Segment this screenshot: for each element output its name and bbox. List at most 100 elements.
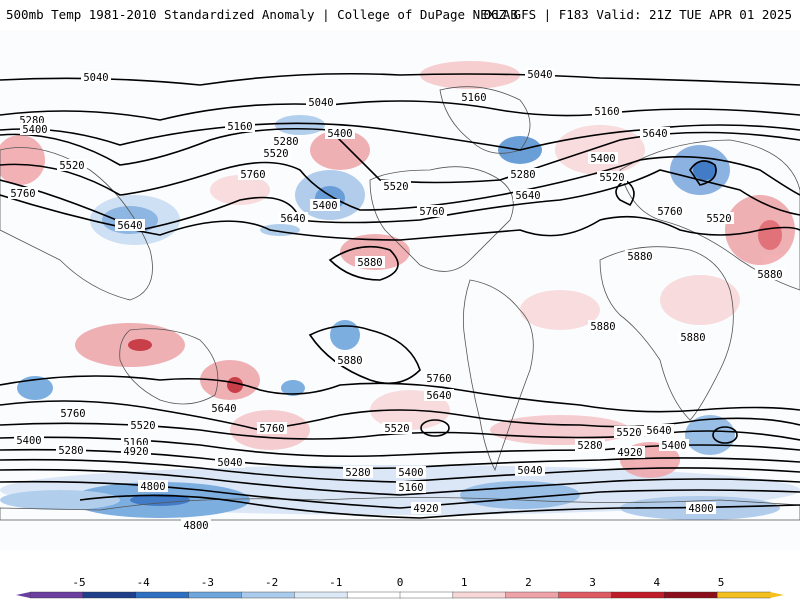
contour-label: 5760: [426, 373, 451, 385]
colorbar-tick-label: -2: [264, 576, 279, 589]
contour-label: 5520: [599, 172, 624, 184]
contour-label: 5160: [398, 482, 423, 494]
colorbar: -5 -4 -3 -2 -1 0 1 2 3 4 5: [0, 568, 800, 600]
contour-5400-north: [0, 127, 800, 184]
contour-label: 4800: [183, 520, 208, 532]
contour-label: 5040: [308, 97, 333, 109]
colorbar-swatch: [241, 591, 295, 599]
contour-5040-south: [0, 468, 800, 496]
contour-4920-south: [0, 480, 800, 509]
colorbar-swatch: [294, 591, 348, 599]
contour-5640-south: [0, 400, 800, 431]
contour-label: 5760: [240, 169, 265, 181]
contour-label: 5160: [461, 92, 486, 104]
colorbar-swatch: [188, 591, 243, 599]
colorbar-tick-label: -1: [329, 576, 343, 589]
contour-label: 5400: [661, 440, 686, 452]
contour-label: 5400: [327, 128, 352, 140]
contour-label: 4920: [123, 446, 148, 458]
colorbar-tick-label: 4: [653, 576, 661, 589]
contour-4800-south: [79, 494, 800, 519]
header-bar: 500mb Temp 1981-2010 Standardized Anomal…: [0, 0, 800, 30]
colorbar-swatch: [664, 591, 718, 599]
contour-label: 5640: [646, 425, 671, 437]
contour-closed-low-south-indian: [712, 426, 738, 444]
south-america-outline: [462, 279, 534, 472]
contour-label: 5760: [657, 206, 682, 218]
contour-label: 5640: [426, 390, 451, 402]
contour-label: 5160: [594, 106, 619, 118]
contour-label: 4920: [413, 503, 438, 515]
contour-label: 5400: [16, 435, 41, 447]
contour-label: 5400: [590, 153, 615, 165]
africa-outline: [599, 246, 734, 421]
contour-label: 5880: [357, 257, 382, 269]
colorbar-tick-label: 3: [589, 576, 596, 589]
colorbar-min-arrow: [16, 592, 30, 598]
colorbar-tick-label: 0: [396, 576, 404, 589]
colorbar-tick-label: -4: [136, 576, 150, 589]
contour-label: 5280: [577, 440, 602, 452]
contour-label: 5040: [217, 457, 242, 469]
contour-label: 5040: [83, 72, 108, 84]
contour-label: 4800: [140, 481, 165, 493]
contour-label: 5880: [680, 332, 705, 344]
contour-label: 5640: [117, 220, 142, 232]
model-valid-time: 06Z GFS | F183 Valid: 21Z TUE APR 01 202…: [483, 7, 792, 22]
contour-5520-north: [0, 155, 800, 211]
contour-label: 5760: [259, 423, 284, 435]
contour-label: 4800: [688, 503, 713, 515]
contour-label: 5280: [510, 169, 535, 181]
contour-label: 5400: [398, 467, 423, 479]
colorbar-tick-label: 2: [525, 576, 532, 589]
contour-5760-north: [0, 194, 800, 241]
colorbar-tick-label: 5: [717, 576, 725, 589]
contour-closed-low-south-pacific: [420, 419, 450, 437]
contour-label: 5640: [211, 403, 236, 415]
contour-label: 5280: [345, 467, 370, 479]
contour-label: 5880: [590, 321, 615, 333]
contour-label: 5520: [263, 148, 288, 160]
colorbar-swatch: [29, 591, 84, 599]
contour-5160-north: [0, 100, 800, 121]
contour-label: 5640: [280, 213, 305, 225]
contour-label: 5760: [10, 188, 35, 200]
north-america-outline: [369, 166, 514, 272]
eurasia-outline: [619, 139, 800, 291]
contour-label: 5160: [227, 121, 252, 133]
colorbar-swatch: [452, 591, 507, 599]
colorbar-tick-label: -3: [200, 576, 215, 589]
contour-label: 5520: [59, 160, 84, 172]
contour-5640-north: [0, 169, 800, 231]
contour-label: 5520: [383, 181, 408, 193]
contour-label: 5280: [273, 136, 298, 148]
contour-label: 5760: [419, 206, 444, 218]
colorbar-swatch: [611, 591, 665, 599]
contour-label: 5760: [60, 408, 85, 420]
contour-label: 5040: [527, 69, 552, 81]
contour-5880-south-pacific: [308, 325, 421, 385]
map-title: 500mb Temp 1981-2010 Standardized Anomal…: [6, 7, 518, 22]
contour-labels: 5040 5040 5040 5040 5040 5160 5160 5160 …: [8, 68, 785, 532]
contour-5760-south: [0, 375, 800, 413]
contour-label: 5280: [58, 445, 83, 457]
contour-label: 5520: [706, 213, 731, 225]
australia-outline: [119, 328, 219, 405]
contour-label: 5880: [337, 355, 362, 367]
colorbar-swatch: [135, 591, 190, 599]
contour-label: 5400: [312, 200, 337, 212]
colorbar-swatch: [82, 591, 137, 599]
colorbar-swatch: [346, 591, 401, 599]
contour-label: 5640: [642, 128, 667, 140]
colorbar-swatch: [505, 591, 560, 599]
contour-label: 5880: [757, 269, 782, 281]
contour-label: 5520: [130, 420, 155, 432]
colorbar-swatch: [558, 591, 613, 599]
colorbar-swatch: [716, 591, 771, 599]
contour-label: 5640: [515, 190, 540, 202]
colorbar-max-arrow: [770, 592, 784, 598]
contour-5040-north: [0, 72, 800, 86]
contour-label: 5880: [627, 251, 652, 263]
colorbar-tick-label: 1: [460, 576, 468, 589]
contour-closed-low-europe: [689, 160, 717, 186]
